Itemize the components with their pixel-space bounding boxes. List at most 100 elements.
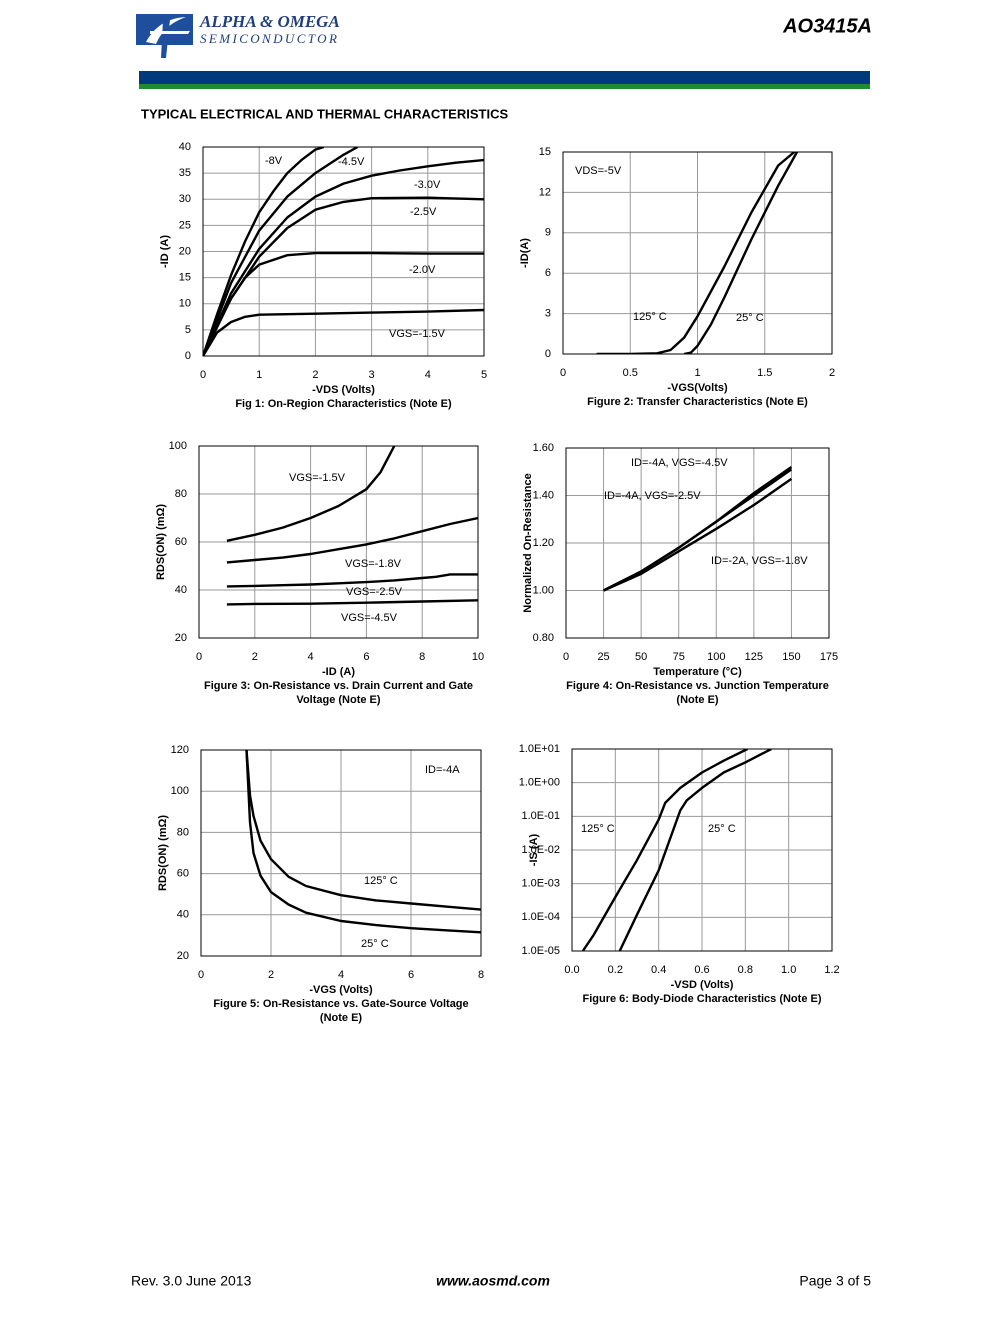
curve bbox=[603, 477, 793, 592]
section-title: TYPICAL ELECTRICAL AND THERMAL CHARACTER… bbox=[141, 106, 508, 121]
y-tick-label: 40 bbox=[179, 141, 191, 153]
curve-label: -2.5V bbox=[410, 206, 437, 218]
x-tick-label: 5 bbox=[481, 369, 487, 381]
logo-swirl bbox=[146, 17, 186, 44]
logo bbox=[136, 14, 193, 58]
figure-caption: Figure 5: On-Resistance vs. Gate-Source … bbox=[213, 998, 468, 1010]
chart: 20 40 60 80 100 0 2 4 6 8 10 VGS=-1.5V VGS=-1.8V VGS=… bbox=[155, 440, 484, 706]
x-tick-label: 0.0 bbox=[564, 964, 579, 976]
curve bbox=[581, 749, 749, 951]
annotation: ID=-4A bbox=[425, 764, 460, 776]
y-tick-label: 1.00 bbox=[533, 584, 554, 596]
curve bbox=[245, 750, 481, 934]
x-tick-label: 2 bbox=[268, 969, 274, 981]
part-number: AO3415A bbox=[782, 15, 872, 37]
header-stripe-blue bbox=[139, 71, 870, 84]
annotation: VDS=-5V bbox=[575, 165, 622, 177]
plot-frame bbox=[571, 748, 833, 952]
footer-revision: Rev. 3.0 June 2013 bbox=[131, 1273, 252, 1289]
x-tick-label: 1.0 bbox=[781, 964, 796, 976]
x-tick-label: 4 bbox=[425, 369, 431, 381]
x-tick-label: 10 bbox=[472, 651, 484, 663]
curve-label: 25° C bbox=[736, 312, 764, 324]
x-axis-label: Temperature (°C) bbox=[653, 666, 742, 678]
y-tick-label: 35 bbox=[179, 167, 191, 179]
y-tick-label: 80 bbox=[177, 826, 189, 838]
x-tick-label: 1.5 bbox=[757, 367, 772, 379]
curve-label: -2.0V bbox=[409, 264, 436, 276]
curve-label: ID=-4A, VGS=-4.5V bbox=[631, 457, 728, 469]
x-tick-label: 2 bbox=[829, 367, 835, 379]
figure-caption: (Note E) bbox=[320, 1012, 363, 1024]
curve-label: 125° C bbox=[581, 823, 615, 835]
y-tick-label: 6 bbox=[545, 267, 551, 279]
x-tick-label: 0.2 bbox=[608, 964, 623, 976]
curve bbox=[683, 152, 799, 354]
curve-label: -3.0V bbox=[414, 179, 441, 191]
curve bbox=[596, 152, 796, 354]
curve bbox=[226, 599, 478, 606]
company-name: ALPHA & OMEGA bbox=[199, 12, 340, 31]
figure-caption: Voltage (Note E) bbox=[296, 694, 380, 706]
curve bbox=[203, 308, 484, 356]
x-tick-label: 0 bbox=[200, 369, 206, 381]
y-tick-label: 40 bbox=[175, 584, 187, 596]
curve-label: 125° C bbox=[633, 311, 667, 323]
chart: 20 40 60 80 100 120 0 2 4 6 8 125° C 25° C ID=-4A -VGS… bbox=[157, 744, 484, 1024]
figure-caption: Fig 1: On-Region Characteristics (Note E… bbox=[235, 398, 452, 410]
x-tick-label: 0.5 bbox=[623, 367, 638, 379]
curve bbox=[203, 158, 484, 356]
footer-page: Page 3 of 5 bbox=[799, 1273, 871, 1289]
y-tick-label: 1.0E-03 bbox=[521, 878, 560, 890]
curve bbox=[618, 749, 772, 951]
curve-label: 125° C bbox=[364, 875, 398, 887]
x-tick-label: 4 bbox=[338, 969, 344, 981]
company-division: SEMICONDUCTOR bbox=[200, 31, 339, 46]
x-tick-label: 50 bbox=[635, 651, 647, 663]
y-tick-label: 1.40 bbox=[533, 489, 554, 501]
y-tick-label: 60 bbox=[175, 536, 187, 548]
curve bbox=[226, 573, 478, 588]
figure-caption: Figure 3: On-Resistance vs. Drain Curren… bbox=[204, 680, 473, 692]
x-tick-label: 8 bbox=[419, 651, 425, 663]
curve-label: VGS=-2.5V bbox=[346, 586, 403, 598]
y-tick-label: 1.0E-01 bbox=[521, 810, 560, 822]
curve-label: VGS=-4.5V bbox=[341, 612, 398, 624]
y-tick-label: 100 bbox=[169, 440, 187, 452]
x-tick-label: 0.8 bbox=[738, 964, 753, 976]
y-tick-label: 3 bbox=[545, 308, 551, 320]
curve-label: VGS=-1.5V bbox=[389, 328, 446, 340]
x-axis-label: -ID (A) bbox=[322, 666, 355, 678]
chart: 1.0E-05 1.0E-04 1.0E-03 1.0E-02 1.0E-01 1.0E+… bbox=[519, 743, 840, 1005]
y-tick-label: 1.0E-04 bbox=[521, 911, 560, 923]
x-tick-label: 100 bbox=[707, 651, 725, 663]
curve-label: VGS=-1.8V bbox=[345, 558, 402, 570]
x-tick-label: 0.4 bbox=[651, 964, 666, 976]
y-tick-label: 1.60 bbox=[533, 442, 554, 454]
curve bbox=[226, 446, 396, 542]
y-tick-label: 9 bbox=[545, 227, 551, 239]
curve bbox=[226, 516, 478, 564]
x-tick-label: 6 bbox=[363, 651, 369, 663]
y-tick-label: 100 bbox=[171, 785, 189, 797]
y-tick-label: 12 bbox=[539, 186, 551, 198]
x-axis-label: -VDS (Volts) bbox=[312, 384, 375, 396]
y-tick-label: 80 bbox=[175, 488, 187, 500]
y-tick-label: 20 bbox=[175, 632, 187, 644]
x-tick-label: 0 bbox=[563, 651, 569, 663]
chart: 0 3 6 9 12 15 0 0.5 1 1.5 2 125° C 25° C VDS=-5V -VGS(… bbox=[519, 146, 835, 408]
curve-label: ID=-4A, VGS=-2.5V bbox=[604, 490, 701, 502]
figure-caption: Figure 6: Body-Diode Characteristics (No… bbox=[583, 993, 822, 1005]
figure-caption: (Note E) bbox=[676, 694, 719, 706]
plot-frame bbox=[202, 146, 485, 357]
footer-website: www.aosmd.com bbox=[436, 1273, 550, 1289]
logo-bar bbox=[150, 31, 190, 34]
curve bbox=[203, 147, 359, 356]
y-axis-label: Normalized On-Resistance bbox=[522, 473, 534, 612]
plot-frame bbox=[565, 447, 830, 639]
y-tick-label: 15 bbox=[539, 146, 551, 158]
y-tick-label: 1.0E-02 bbox=[521, 844, 560, 856]
y-tick-label: 0.80 bbox=[533, 632, 554, 644]
x-tick-label: 6 bbox=[408, 969, 414, 981]
